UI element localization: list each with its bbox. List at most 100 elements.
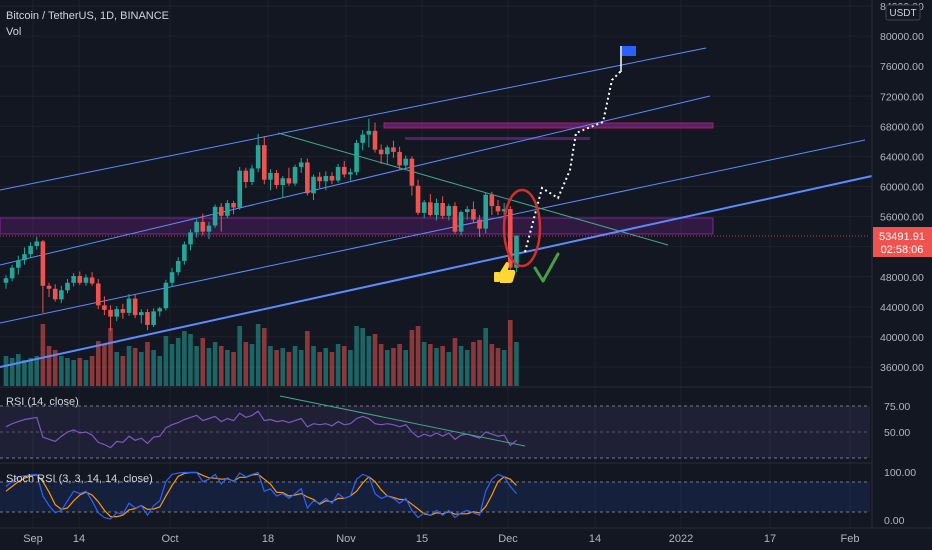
volume-bar	[483, 328, 488, 386]
time-tick-10: Feb	[841, 533, 860, 545]
volume-bar	[305, 331, 310, 386]
candle-body	[139, 312, 144, 316]
candle-body	[501, 209, 507, 212]
candle-body	[421, 202, 427, 213]
candle-body	[28, 245, 33, 255]
support-zone	[0, 217, 714, 235]
currency-badge[interactable]	[885, 4, 921, 21]
volume-bar	[194, 346, 199, 386]
volume-bar	[378, 344, 384, 386]
volume-bar	[151, 350, 156, 386]
stoch-tick-0: 100.00	[884, 467, 916, 479]
volume-bar	[391, 348, 396, 386]
volume-bar	[65, 358, 70, 386]
rsi-tick-1: 50.00	[884, 427, 910, 439]
candle-body	[397, 151, 402, 166]
candle-body	[495, 206, 501, 212]
volume-bar	[489, 344, 495, 386]
volume-bar	[262, 328, 267, 386]
candle-body	[458, 212, 464, 232]
candles-layer	[3, 118, 519, 331]
volume-bar	[157, 356, 163, 386]
stoch-k-line	[5, 471, 517, 520]
price-tick-1: 40000.00	[880, 332, 924, 344]
candle-body	[428, 202, 433, 216]
price-tick-7: 64000.00	[880, 151, 924, 163]
volume-bar	[132, 348, 138, 386]
rsi-title[interactable]: RSI (14, close)	[6, 396, 79, 408]
candle-body	[415, 185, 421, 213]
candle-body	[311, 176, 316, 194]
time-tick-5: 15	[416, 533, 428, 545]
volume-label[interactable]: Vol	[6, 26, 21, 38]
volume-bar	[40, 324, 46, 386]
price-axis-bg	[872, 0, 932, 528]
price-tick-5: 56000.00	[880, 212, 924, 224]
descending-trendline	[277, 132, 669, 246]
price-tick-3: 48000.00	[880, 272, 924, 284]
volume-bar	[249, 344, 255, 386]
candle-body	[249, 168, 255, 182]
candle-body	[477, 219, 482, 229]
volume-bar	[403, 350, 409, 386]
price-axis[interactable]: 36000.0040000.0044000.0048000.0052000.00…	[880, 1, 924, 374]
volume-bar	[77, 358, 83, 386]
candle-body	[182, 244, 187, 261]
time-tick-3: 18	[262, 533, 274, 545]
volume-bar	[95, 341, 101, 386]
candle-body	[132, 298, 138, 316]
candle-body	[508, 209, 513, 268]
candle-body	[274, 172, 279, 185]
volume-bar	[421, 342, 427, 386]
candle-body	[163, 282, 169, 309]
volume-bar	[372, 334, 378, 386]
price-tick-10: 76000.00	[880, 61, 924, 73]
stoch-title[interactable]: Stoch RSI (3, 3, 14, 14, close)	[6, 473, 153, 485]
candle-body	[262, 145, 267, 180]
volume-bar	[145, 342, 150, 386]
volume-bar	[514, 342, 519, 386]
candle-body	[286, 178, 292, 184]
candle-body	[360, 134, 365, 143]
candle-body	[114, 309, 119, 317]
volume-bar	[292, 346, 298, 386]
candle-body	[225, 203, 230, 216]
volume-bar	[286, 352, 292, 386]
volume-bar	[458, 346, 464, 386]
candle-body	[65, 282, 70, 291]
volume-bar	[175, 338, 181, 386]
symbol-title[interactable]: Bitcoin / TetherUS, 1D, BINANCE	[6, 10, 169, 22]
resistance-zone	[383, 122, 714, 129]
candle-body	[108, 309, 113, 317]
price-tick-11: 80000.00	[880, 31, 924, 43]
volume-bar	[428, 344, 433, 386]
volume-bar	[255, 324, 261, 386]
time-axis[interactable]: Sep 14 Oct 18 Nov 15 Dec 14 2022 17 Feb	[23, 533, 859, 545]
volume-bar	[28, 358, 33, 386]
time-tick-8: 2022	[669, 533, 693, 545]
time-tick-6: Dec	[498, 533, 518, 545]
candle-body	[403, 158, 409, 166]
volume-bar	[3, 356, 9, 386]
candle-body	[446, 206, 452, 216]
volume-bar	[280, 348, 286, 386]
candle-body	[317, 176, 322, 182]
candle-body	[188, 232, 193, 245]
volume-bar	[188, 334, 193, 386]
volume-bar	[495, 348, 501, 386]
volume-bar	[200, 338, 206, 386]
candle-body	[120, 309, 126, 313]
candle-body	[391, 147, 396, 152]
volume-bar	[298, 350, 304, 386]
candle-body	[385, 147, 390, 155]
candle-body	[329, 175, 335, 181]
volume-bar	[120, 356, 126, 386]
candle-body	[145, 312, 150, 325]
volume-bar	[348, 350, 353, 386]
candle-body	[471, 209, 476, 220]
stoch-axis: 100.00 0.00	[884, 467, 916, 527]
candle-body	[409, 158, 415, 186]
volume-bar	[169, 344, 175, 386]
volume-bar	[182, 331, 187, 386]
